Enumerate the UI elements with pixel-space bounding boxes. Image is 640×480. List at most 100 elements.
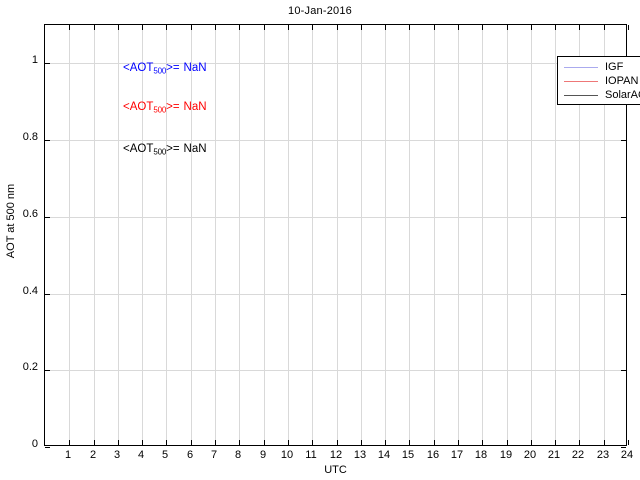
x-tick-mark xyxy=(507,440,508,445)
annotation-prefix: <AOT xyxy=(123,101,154,113)
y-axis-title: AOT at 500 nm xyxy=(5,183,17,259)
x-tick-mark xyxy=(239,440,240,445)
x-tick-label: 13 xyxy=(353,449,367,461)
gridline-vertical xyxy=(361,25,362,445)
y-tick-label: 0.2 xyxy=(22,361,38,373)
annotation-subscript: 500 xyxy=(153,147,167,157)
x-tick-label: 12 xyxy=(329,449,343,461)
x-tick-mark xyxy=(434,440,435,445)
y-tick-mark xyxy=(45,294,50,295)
gridline-vertical xyxy=(458,25,459,445)
gridline-vertical xyxy=(288,25,289,445)
gridline-horizontal xyxy=(45,217,626,218)
x-tick-mark xyxy=(191,440,192,445)
x-tick-mark xyxy=(142,25,143,30)
x-tick-label: 11 xyxy=(305,449,317,461)
x-tick-mark xyxy=(409,25,410,30)
gridline-vertical xyxy=(409,25,410,445)
annotation-value: NaN xyxy=(183,62,207,74)
x-tick-label: 6 xyxy=(186,449,194,461)
gridline-horizontal xyxy=(45,370,626,371)
annotation-suffix: >= xyxy=(166,62,180,74)
y-tick-mark xyxy=(621,370,626,371)
x-tick-mark xyxy=(409,440,410,445)
x-tick-label: 10 xyxy=(280,449,294,461)
x-tick-label: 1 xyxy=(64,449,72,461)
legend-color-swatch xyxy=(564,94,598,96)
annotation-prefix: <AOT xyxy=(123,143,154,155)
y-tick-mark xyxy=(45,63,50,64)
x-tick-label: 9 xyxy=(259,449,267,461)
x-tick-mark xyxy=(288,440,289,445)
x-tick-mark xyxy=(94,440,95,445)
gridline-vertical xyxy=(239,25,240,445)
x-tick-mark xyxy=(239,25,240,30)
x-tick-mark xyxy=(628,25,629,30)
x-tick-mark xyxy=(579,440,580,445)
y-tick-mark xyxy=(45,217,50,218)
x-tick-mark xyxy=(361,440,362,445)
gridline-horizontal xyxy=(45,294,626,295)
y-tick-label: 0.8 xyxy=(22,131,38,143)
y-tick-label: 0 xyxy=(31,438,38,450)
gridline-vertical xyxy=(434,25,435,445)
x-tick-mark xyxy=(312,440,313,445)
gridlines xyxy=(45,25,626,445)
gridline-vertical xyxy=(507,25,508,445)
y-tick-mark xyxy=(621,294,626,295)
y-tick-mark xyxy=(45,370,50,371)
aot-mean-annotation: <AOT500>= NaN xyxy=(123,101,207,115)
gridline-vertical xyxy=(94,25,95,445)
x-tick-label: 16 xyxy=(426,449,440,461)
x-tick-mark xyxy=(531,25,532,30)
x-tick-mark xyxy=(215,25,216,30)
x-tick-label: 3 xyxy=(113,449,121,461)
y-tick-mark xyxy=(621,140,626,141)
gridline-vertical xyxy=(337,25,338,445)
legend-color-swatch xyxy=(564,80,598,82)
x-tick-mark xyxy=(191,25,192,30)
x-tick-mark xyxy=(264,440,265,445)
y-tick-mark xyxy=(621,447,626,448)
x-tick-mark xyxy=(361,25,362,30)
gridline-vertical xyxy=(166,25,167,445)
x-tick-mark xyxy=(458,440,459,445)
x-tick-mark xyxy=(69,25,70,30)
x-tick-label: 5 xyxy=(161,449,169,461)
x-tick-mark xyxy=(166,25,167,30)
x-tick-mark xyxy=(628,440,629,445)
x-tick-mark xyxy=(482,25,483,30)
gridline-vertical xyxy=(482,25,483,445)
plot-annotations: <AOT500>= NaN <AOT500>= NaN <AOT500>= NaN xyxy=(45,25,626,445)
chart-title: 10-Jan-2016 xyxy=(288,5,352,17)
x-tick-mark xyxy=(482,440,483,445)
x-axis-title: UTC xyxy=(324,464,347,476)
gridline-vertical xyxy=(385,25,386,445)
annotation-value: NaN xyxy=(183,101,207,113)
x-tick-label: 8 xyxy=(234,449,242,461)
x-tick-mark xyxy=(579,25,580,30)
x-tick-mark xyxy=(94,25,95,30)
gridline-vertical xyxy=(118,25,119,445)
y-tick-mark xyxy=(45,447,50,448)
legend-color-swatch xyxy=(564,66,598,68)
y-tick-label: 1 xyxy=(31,54,38,66)
x-tick-label: 19 xyxy=(499,449,513,461)
x-tick-label: 17 xyxy=(450,449,464,461)
x-tick-mark xyxy=(385,440,386,445)
gridline-vertical xyxy=(555,25,556,445)
x-tick-label: 21 xyxy=(547,449,561,461)
aot-mean-annotation: <AOT500>= NaN xyxy=(123,143,207,157)
annotation-subscript: 500 xyxy=(153,105,167,115)
x-tick-mark xyxy=(118,440,119,445)
annotation-suffix: >= xyxy=(166,143,180,155)
gridline-vertical xyxy=(191,25,192,445)
x-tick-mark xyxy=(604,25,605,30)
legend-label: IOPAN xyxy=(605,74,639,87)
axis-ticks xyxy=(45,25,629,448)
x-tick-label: 20 xyxy=(523,449,537,461)
x-tick-label: 24 xyxy=(620,449,634,461)
x-tick-mark xyxy=(166,440,167,445)
x-tick-label: 18 xyxy=(474,449,488,461)
